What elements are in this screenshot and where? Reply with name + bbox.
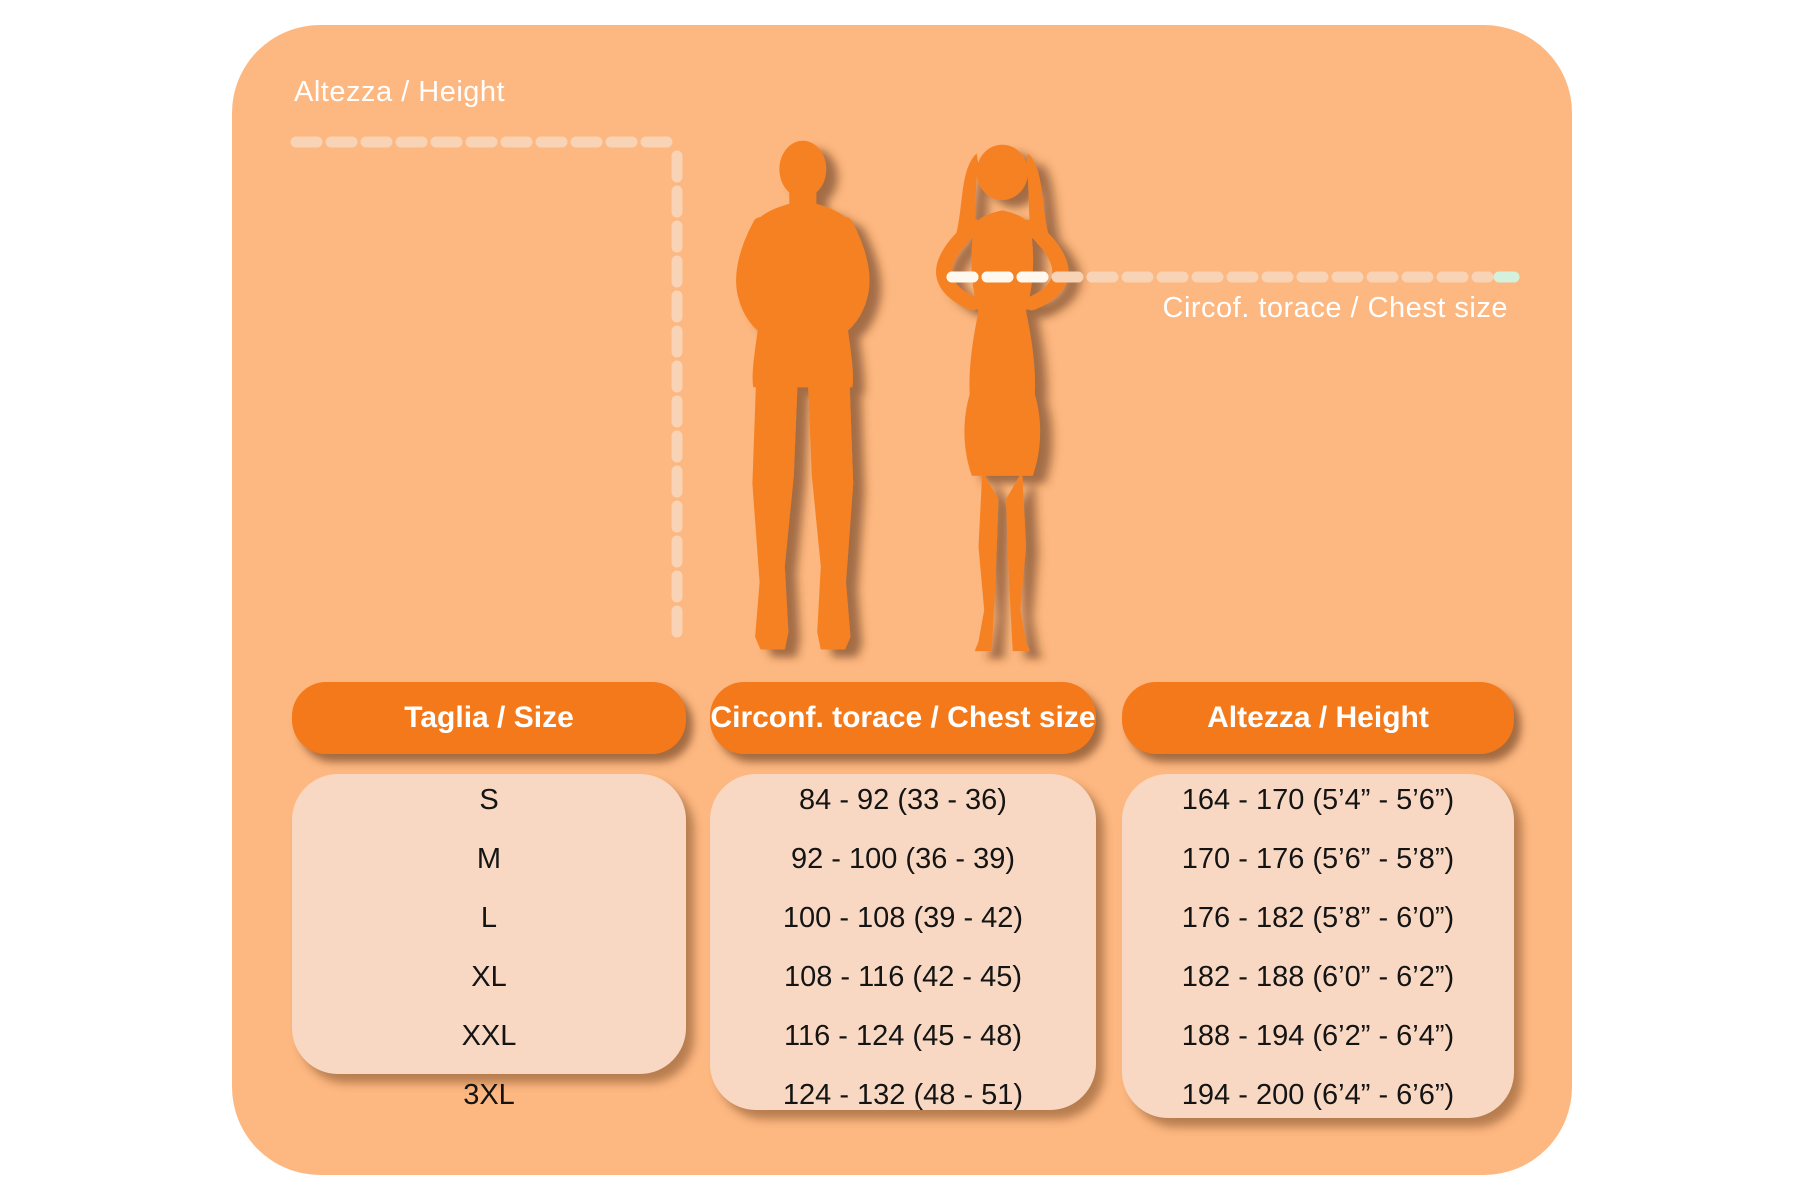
chest-measure-label: Circof. torace / Chest size — [1162, 292, 1508, 324]
column-header-height: Altezza / Height — [1122, 682, 1514, 754]
height-cell: 164 - 170 (5’4” - 5’6”) — [1181, 784, 1455, 816]
man-left-leg — [752, 382, 798, 650]
man-silhouette-icon — [736, 140, 870, 650]
man-right-arm — [826, 216, 870, 338]
height-cell: 182 - 188 (6’0” - 6’2”) — [1181, 961, 1455, 993]
chest-cell: 108 - 116 (42 - 45) — [783, 961, 1023, 993]
height-cell: 188 - 194 (6’2” - 6’4”) — [1181, 1020, 1455, 1052]
man-torso — [751, 200, 855, 388]
woman-silhouette-icon — [936, 144, 1069, 652]
size-cell: S — [479, 784, 499, 816]
size-cell: XL — [471, 961, 507, 993]
height-cell: 194 - 200 (6’4” - 6’6”) — [1181, 1079, 1455, 1111]
chest-cell: 116 - 124 (45 - 48) — [783, 1020, 1023, 1052]
man-left-arm — [736, 216, 779, 338]
height-cell: 170 - 176 (5’6” - 5’8”) — [1181, 843, 1455, 875]
column-panel-chest — [710, 774, 1096, 1110]
chest-cell: 92 - 100 (36 - 39) — [790, 843, 1016, 875]
woman-left-leg — [974, 470, 999, 652]
woman-torso — [969, 210, 1036, 399]
size-cell: L — [480, 902, 498, 934]
column-panel-size — [292, 774, 686, 1074]
man-right-leg — [808, 382, 854, 650]
woman-head — [976, 144, 1028, 200]
woman-right-leg — [1006, 470, 1030, 652]
chest-cell: 124 - 132 (48 - 51) — [782, 1079, 1024, 1111]
column-header-size: Taglia / Size — [292, 682, 686, 754]
size-cell: XXL — [461, 1020, 517, 1052]
height-measure-line — [290, 136, 683, 646]
column-header-chest: Circonf. torace / Chest size — [710, 682, 1096, 754]
man-head — [779, 140, 827, 198]
man-neck — [789, 191, 817, 206]
size-cell: M — [476, 843, 502, 875]
size-cell: 3XL — [463, 1079, 515, 1111]
chest-cell: 100 - 108 (39 - 42) — [782, 902, 1024, 934]
woman-left-arm — [936, 219, 983, 311]
woman-right-arm — [1021, 219, 1069, 311]
column-panel-height — [1122, 774, 1514, 1118]
chest-cell: 84 - 92 (33 - 36) — [799, 784, 1007, 816]
woman-skirt — [964, 393, 1041, 476]
height-measure-label: Altezza / Height — [294, 76, 506, 108]
height-cell: 176 - 182 (5’8” - 6’0”) — [1181, 902, 1455, 934]
